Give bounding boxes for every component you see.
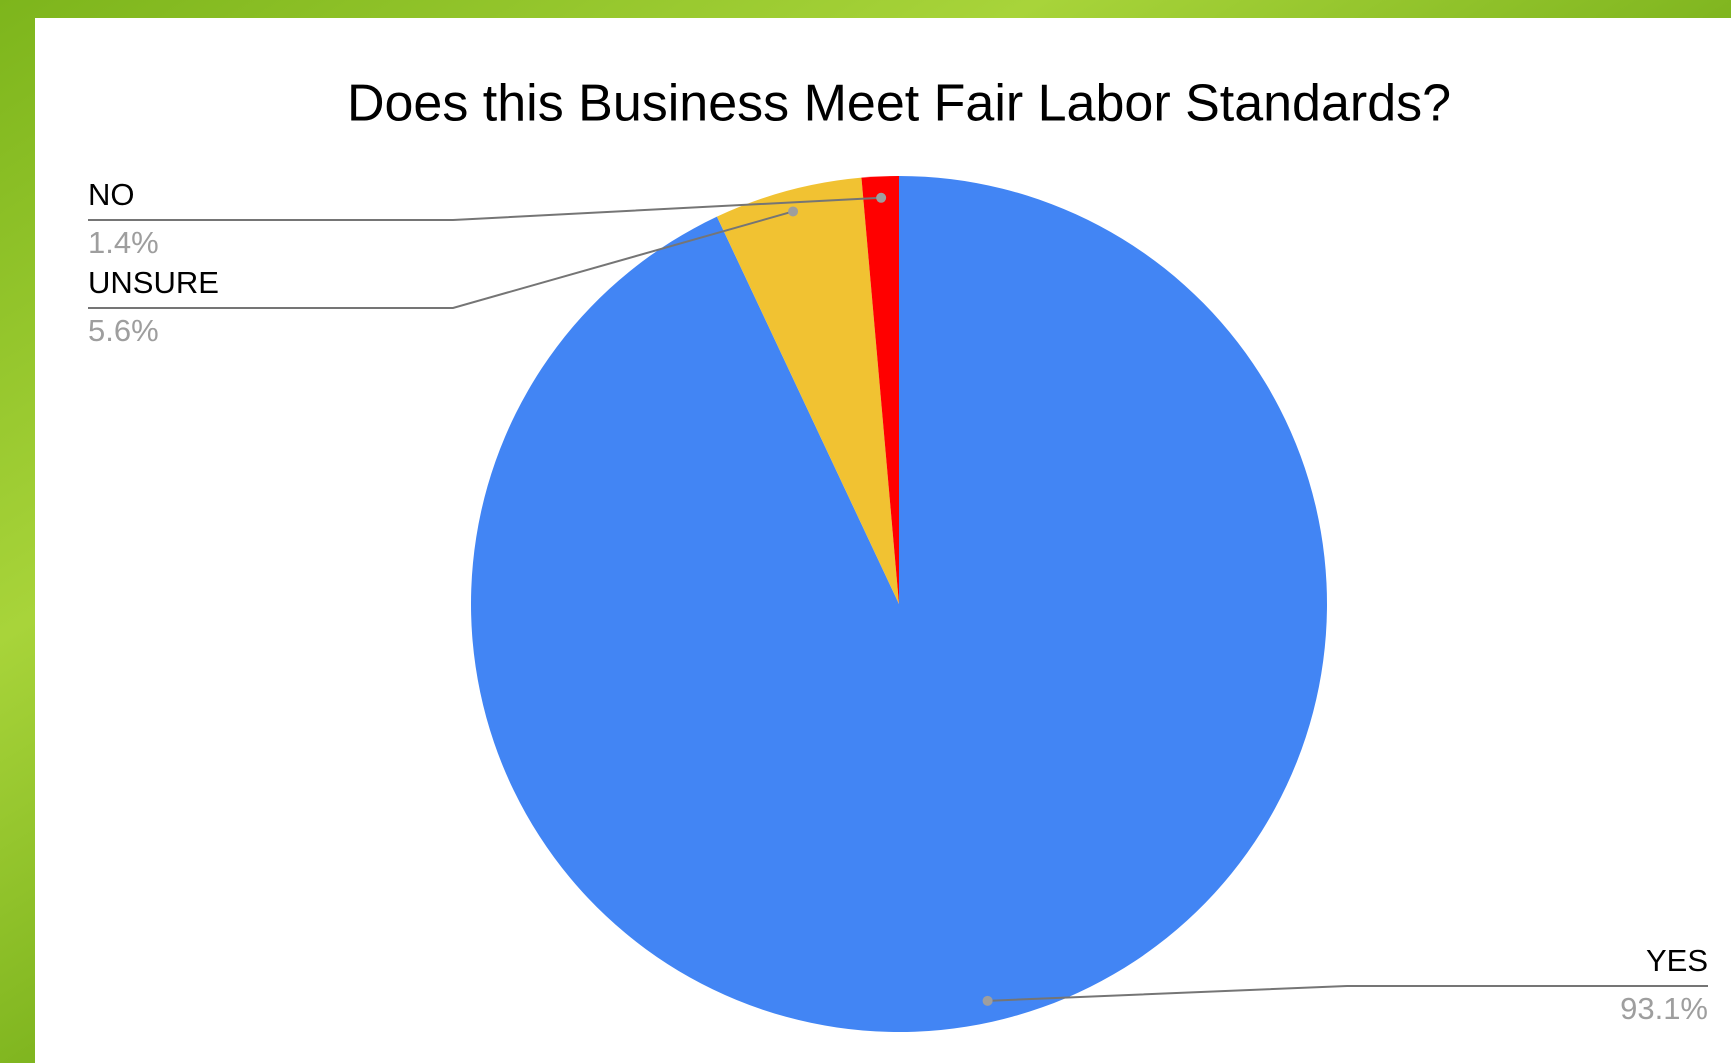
leader-dot <box>982 995 993 1006</box>
slice-value-label: 1.4% <box>88 225 159 260</box>
leader-line <box>88 196 882 221</box>
chart-title: Does this Business Meet Fair Labor Stand… <box>347 75 1451 133</box>
slice-label: NO <box>88 177 135 212</box>
pie-slice <box>861 176 899 604</box>
leader-dot <box>788 206 799 217</box>
slice-label: YES <box>1646 943 1708 978</box>
slice-value-label: 5.6% <box>88 313 159 348</box>
slice-label: UNSURE <box>88 265 219 300</box>
leader-line <box>987 985 1708 1002</box>
leader-line <box>88 210 794 309</box>
slice-value-label: 93.1% <box>1620 991 1708 1026</box>
leader-dot <box>876 192 887 203</box>
pie-slice <box>716 177 899 604</box>
